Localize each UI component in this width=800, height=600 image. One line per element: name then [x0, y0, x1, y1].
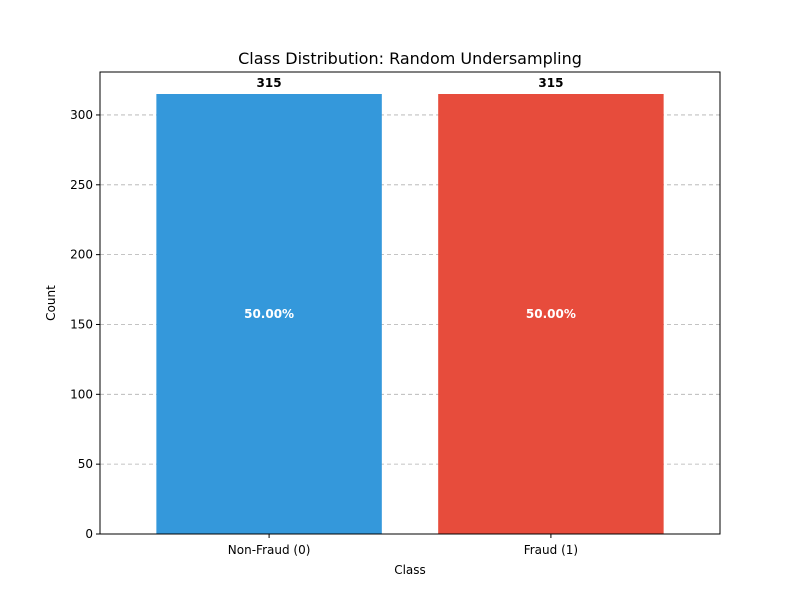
bars-layer — [156, 94, 664, 534]
bar-percent-label: 50.00% — [244, 307, 294, 321]
bar — [438, 94, 664, 534]
y-tick-label: 0 — [85, 527, 93, 541]
data-labels: 315 50.00% 315 50.00% — [244, 76, 576, 321]
y-tick-label: 200 — [70, 248, 93, 262]
y-tick-label: 250 — [70, 178, 93, 192]
y-axis: 0 50 100 150 200 250 300 — [70, 108, 100, 541]
plot-frame — [99, 71, 721, 535]
y-tick-label: 50 — [78, 457, 93, 471]
bar — [156, 94, 382, 534]
y-tick-label: 300 — [70, 108, 93, 122]
y-axis-title: Count — [44, 285, 58, 321]
y-tick-label: 100 — [70, 387, 93, 401]
x-tick-label: Fraud (1) — [524, 543, 578, 557]
bar-percent-label: 50.00% — [526, 307, 576, 321]
y-tick-label: 150 — [70, 317, 93, 331]
x-axis: Non-Fraud (0) Fraud (1) — [228, 534, 578, 557]
grid-layer — [100, 114, 720, 465]
bar-value-label: 315 — [538, 76, 563, 90]
x-tick-label: Non-Fraud (0) — [228, 543, 311, 557]
x-axis-title: Class — [394, 563, 426, 577]
bar-value-label: 315 — [257, 76, 282, 90]
chart-title: Class Distribution: Random Undersampling — [238, 49, 582, 68]
